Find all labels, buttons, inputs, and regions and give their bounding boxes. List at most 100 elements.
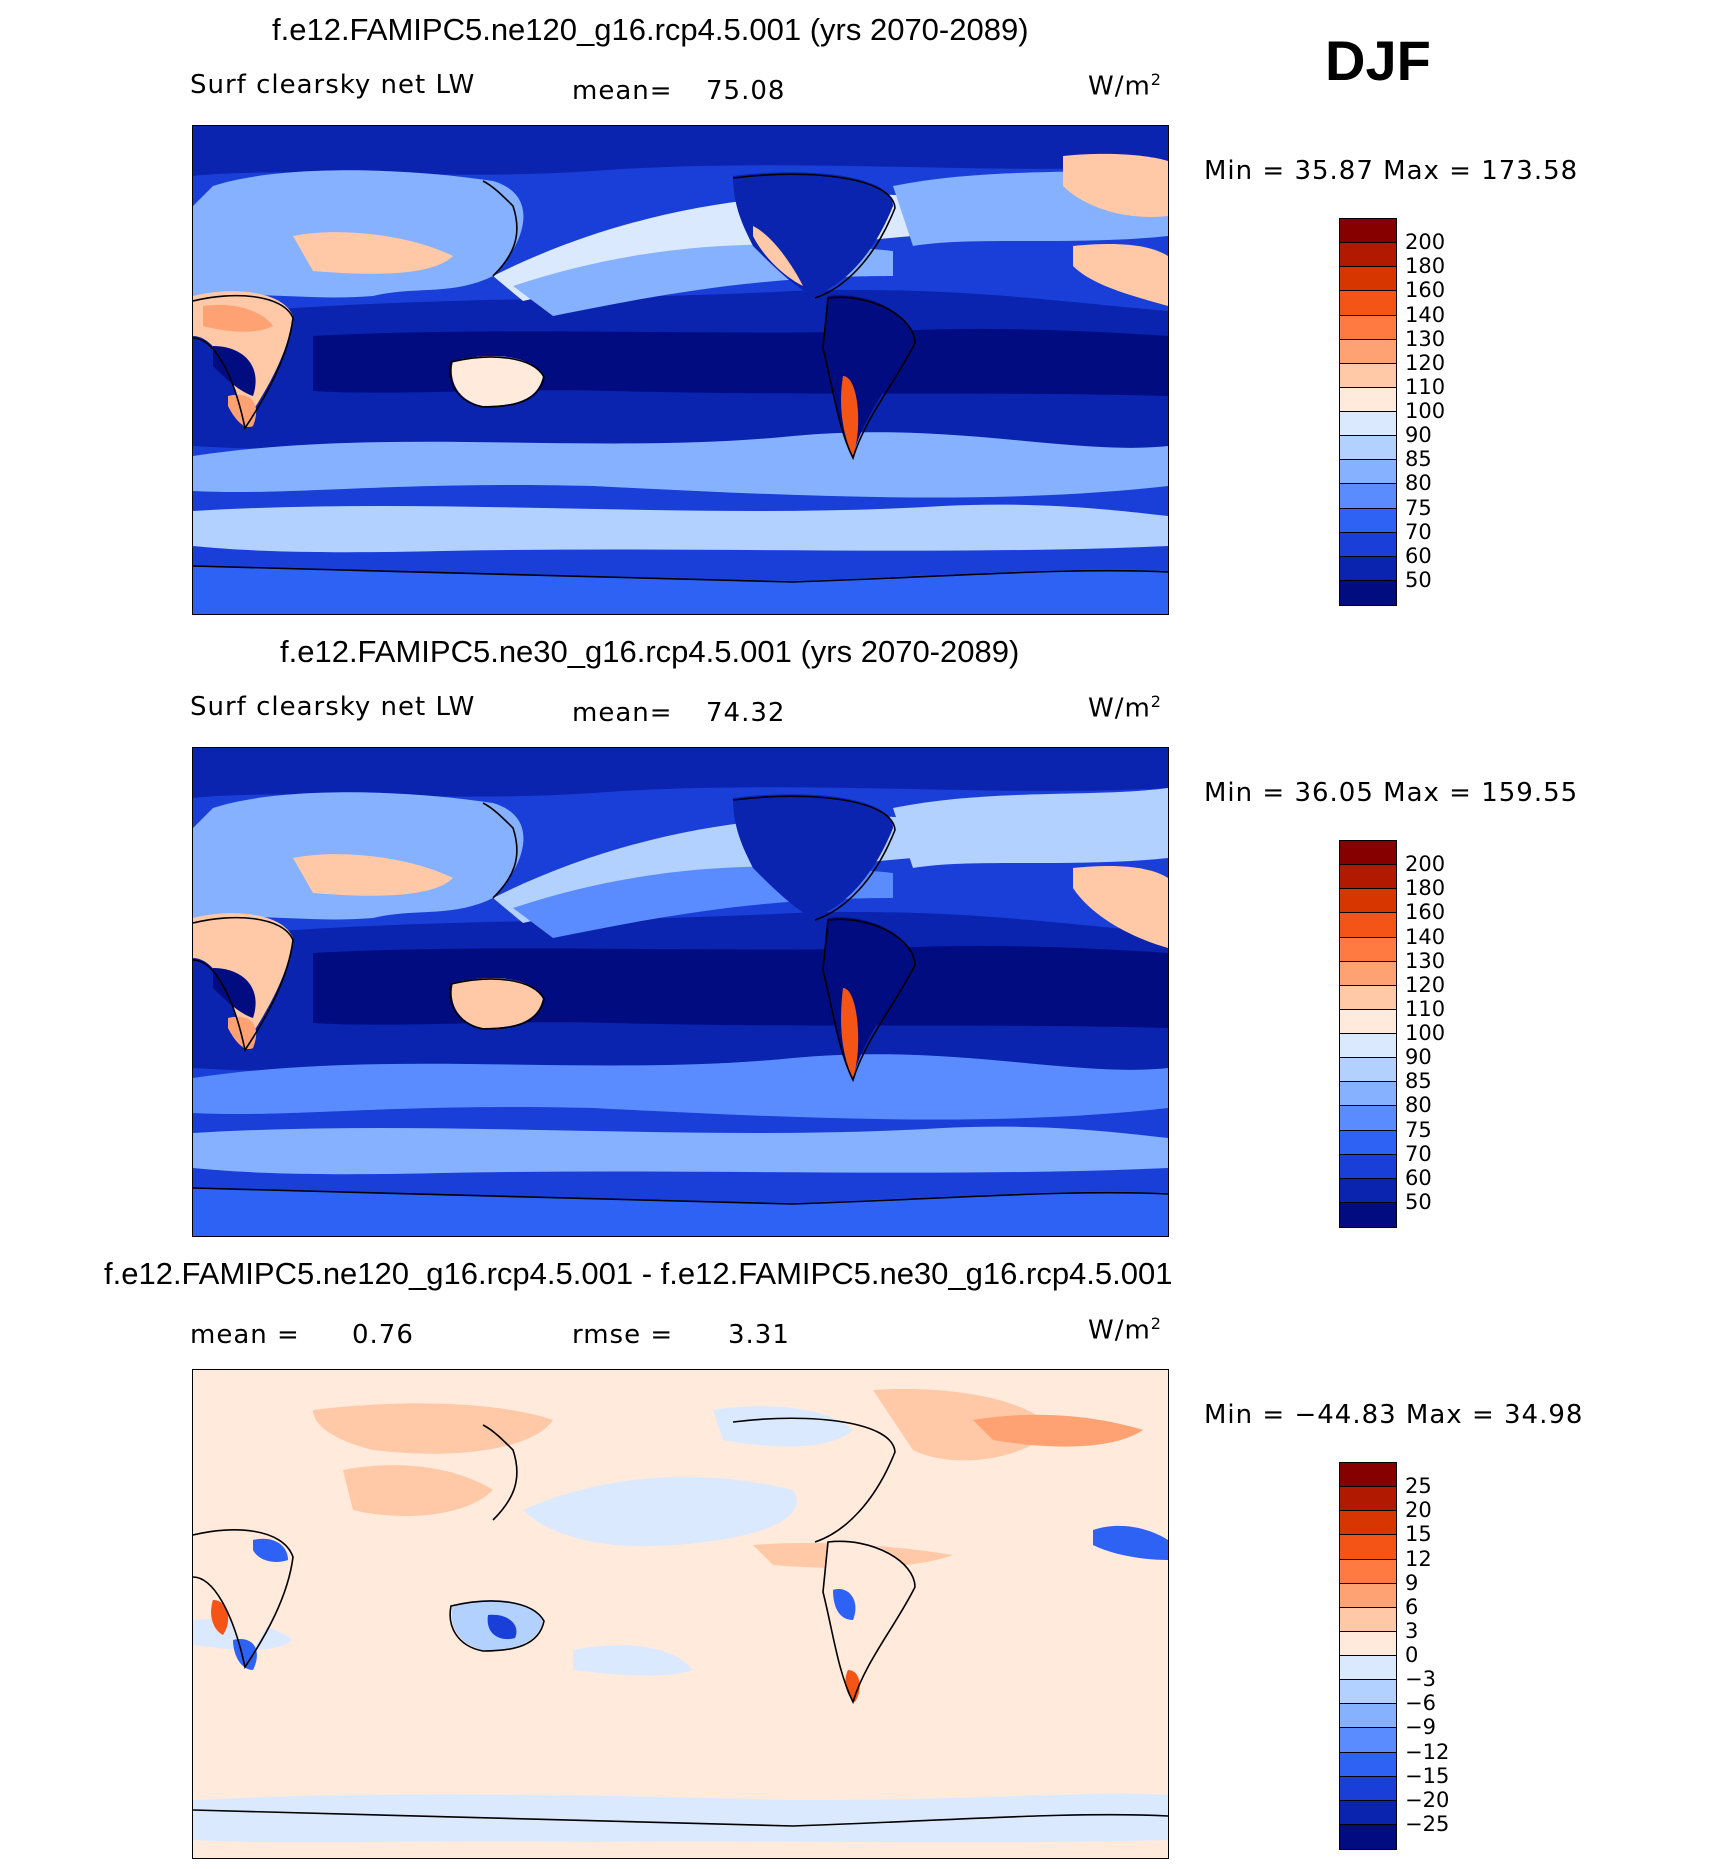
colorbar-swatch: [1340, 339, 1396, 364]
colorbar-tick-label: −25: [1405, 1811, 1450, 1836]
colorbar-swatch: [1340, 1752, 1396, 1777]
colorbar-swatch: [1340, 315, 1396, 340]
colorbar-swatch: [1340, 580, 1396, 605]
colorbar-swatch: [1340, 219, 1396, 244]
mean-value: 74.32: [706, 698, 786, 728]
colorbar-swatch: [1340, 1728, 1396, 1753]
colorbar-tick-label: −3: [1405, 1667, 1436, 1692]
colorbar-swatch: [1340, 267, 1396, 292]
min-max-readout: Min = 36.05 Max = 159.55: [1204, 778, 1579, 808]
colorbar-swatch: [1340, 1154, 1396, 1179]
colorbar-swatch: [1340, 1058, 1396, 1083]
colorbar-swatch: [1340, 508, 1396, 533]
colorbar-swatch: [1340, 412, 1396, 437]
colorbar-tick-label: 200: [1405, 852, 1446, 877]
colorbar-swatch: [1340, 1680, 1396, 1705]
colorbar-swatch: [1340, 913, 1396, 938]
map-panel-3: [192, 1369, 1169, 1859]
colorbar-tick-label: 120: [1405, 972, 1446, 997]
colorbar-tick-label: −12: [1405, 1739, 1450, 1764]
colorbar-swatch: [1340, 961, 1396, 986]
mean-label: mean=: [572, 76, 673, 106]
colorbar-tick-label: 25: [1405, 1474, 1432, 1499]
colorbar-tick-label: 80: [1405, 471, 1432, 496]
colorbar-swatch: [1340, 1607, 1396, 1632]
colorbar-swatch: [1340, 1106, 1396, 1131]
colorbar-tick-label: 50: [1405, 1189, 1432, 1214]
min-max-readout: Min = −44.83 Max = 34.98: [1204, 1400, 1584, 1430]
colorbar-swatch: [1340, 387, 1396, 412]
colorbar-swatch: [1340, 865, 1396, 890]
colorbar-tick-label: 80: [1405, 1093, 1432, 1118]
colorbar-panel-3: [1339, 1462, 1397, 1850]
map-field-1: [193, 126, 1168, 614]
colorbar-swatch: [1340, 436, 1396, 461]
colorbar-swatch: [1340, 1178, 1396, 1203]
panel-title: f.e12.FAMIPC5.ne120_g16.rcp4.5.001 - f.e…: [104, 1256, 1173, 1291]
colorbar-tick-label: 160: [1405, 900, 1446, 925]
mean-label: mean=: [572, 698, 673, 728]
colorbar-tick-label: 75: [1405, 495, 1432, 520]
colorbar-tick-label: 90: [1405, 423, 1432, 448]
rmse-label: rmse =: [572, 1320, 674, 1350]
map-panel-1: [192, 125, 1169, 615]
colorbar-tick-label: 70: [1405, 519, 1432, 544]
colorbar-tick-label: 160: [1405, 278, 1446, 303]
colorbar-tick-label: 20: [1405, 1498, 1432, 1523]
panel-title: f.e12.FAMIPC5.ne30_g16.rcp4.5.001 (yrs 2…: [280, 634, 1020, 669]
colorbar-tick-label: 130: [1405, 326, 1446, 351]
colorbar-swatch: [1340, 460, 1396, 485]
colorbar-tick-label: 6: [1405, 1594, 1419, 1619]
colorbar-swatch: [1340, 363, 1396, 388]
units-label: W/m2: [1088, 70, 1162, 102]
mean-value: 75.08: [706, 76, 786, 106]
colorbar-swatch: [1340, 1656, 1396, 1681]
colorbar-tick-label: 3: [1405, 1618, 1419, 1643]
colorbar-tick-label: 130: [1405, 948, 1446, 973]
min-max-readout: Min = 35.87 Max = 173.58: [1204, 156, 1579, 186]
colorbar-swatch: [1340, 556, 1396, 581]
colorbar-swatch: [1340, 291, 1396, 316]
colorbar-tick-label: 100: [1405, 1021, 1446, 1045]
colorbar-tick-label: −9: [1405, 1715, 1436, 1740]
colorbar-tick-label: 60: [1405, 543, 1432, 568]
colorbar-tick-label: 90: [1405, 1045, 1432, 1070]
map-field-diff: [193, 1370, 1168, 1858]
colorbar-tick-label: −6: [1405, 1691, 1436, 1716]
colorbar-swatch: [1340, 1034, 1396, 1059]
colorbar-swatch: [1340, 1202, 1396, 1227]
colorbar-panel-2: [1339, 840, 1397, 1228]
variable-label: Surf clearsky net LW: [190, 70, 476, 100]
colorbar-swatch: [1340, 1130, 1396, 1155]
rmse-value: 3.31: [728, 1320, 790, 1350]
colorbar-swatch: [1340, 243, 1396, 268]
colorbar-swatch: [1340, 985, 1396, 1010]
colorbar-tick-label: 85: [1405, 447, 1432, 472]
colorbar-swatch: [1340, 1583, 1396, 1608]
colorbar-tick-label: 200: [1405, 230, 1446, 255]
units-label: W/m2: [1088, 1314, 1162, 1346]
mean-label: mean =: [190, 1320, 300, 1350]
colorbar-tick-label: 110: [1405, 996, 1446, 1021]
colorbar-tick-label: 70: [1405, 1141, 1432, 1166]
map-field-2: [193, 748, 1168, 1236]
colorbar-tick-label: −15: [1405, 1763, 1450, 1788]
colorbar-tick-label: 100: [1405, 399, 1446, 423]
season-label: DJF: [1325, 29, 1431, 92]
colorbar-swatch: [1340, 1776, 1396, 1801]
colorbar-tick-label: 140: [1405, 924, 1446, 949]
colorbar-swatch: [1340, 1800, 1396, 1825]
colorbar-tick-label: 0: [1405, 1643, 1419, 1667]
colorbar-swatch: [1340, 1559, 1396, 1584]
colorbar-tick-label: 75: [1405, 1117, 1432, 1142]
map-panel-2: [192, 747, 1169, 1237]
colorbar-swatch: [1340, 1463, 1396, 1488]
colorbar-swatch: [1340, 1487, 1396, 1512]
colorbar-swatch: [1340, 484, 1396, 509]
colorbar-tick-label: 180: [1405, 254, 1446, 279]
variable-label: Surf clearsky net LW: [190, 692, 476, 722]
colorbar-swatch: [1340, 937, 1396, 962]
colorbar-tick-label: 85: [1405, 1069, 1432, 1094]
colorbar-swatch: [1340, 841, 1396, 866]
colorbar-swatch: [1340, 1082, 1396, 1107]
